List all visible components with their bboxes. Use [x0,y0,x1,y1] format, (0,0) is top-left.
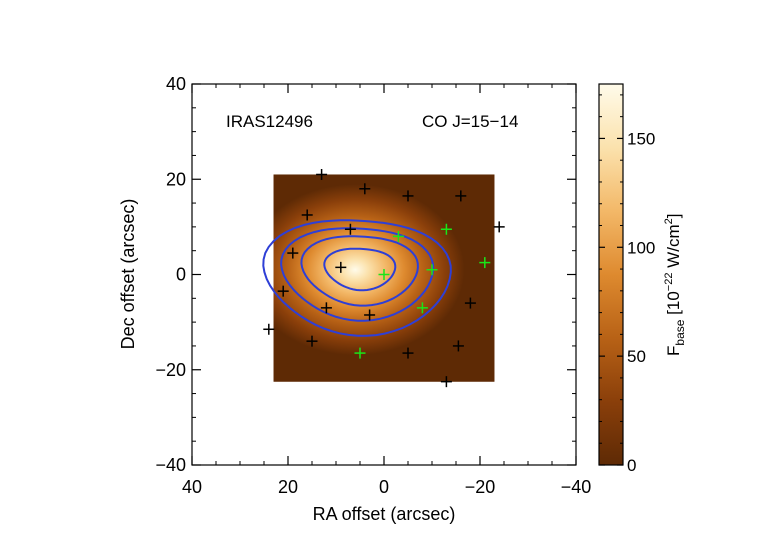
green-marker [440,223,452,235]
x-axis-title: RA offset (arcsec) [313,504,456,524]
colorbar-title-exp2: 2 [663,218,675,224]
colorbar-tick-label: 150 [627,129,655,148]
x-tick-label: 0 [379,477,389,497]
contour-level-2 [280,227,435,322]
black-marker [493,221,505,233]
x-tick-label: 20 [278,477,298,497]
green-marker [378,269,390,280]
colorbar-title-close: ] [664,214,683,219]
black-marker [301,209,313,221]
black-marker [316,168,328,180]
colorbar-tick-label: 100 [627,238,655,257]
black-marker [359,183,371,195]
black-marker [452,340,464,352]
green-marker [426,264,438,276]
black-marker [464,297,476,309]
y-tick-label: 20 [166,169,186,189]
black-marker [263,323,275,335]
y-tick-label: 40 [166,74,186,94]
colorbar-title-sub: base [673,319,687,345]
y-axis-title: Dec offset (arcsec) [118,199,138,350]
y-tick-label: 0 [176,265,186,285]
green-marker [479,257,491,269]
black-marker [287,247,299,259]
black-marker [402,347,414,359]
green-marker [416,302,428,314]
black-marker [440,376,452,388]
contour-level-3 [300,235,419,307]
contour-level-4 [323,247,397,292]
colorbar-tick-label: 0 [627,456,636,475]
x-tick-label: 40 [182,477,202,497]
green-marker [392,230,404,242]
colorbar-title: Fbase [10−22 W/cm2] [663,214,687,356]
colorbar-title-main: F [664,346,683,356]
colorbar-ticks: 0 50 100 150 [599,94,655,475]
colorbar-tick-label: 50 [627,347,646,366]
x-tick-label: −40 [561,477,592,497]
y-tick-label: −40 [155,455,186,475]
black-marker [455,190,467,202]
source-label: IRAS12496 [226,112,313,131]
colorbar-title-unit2: W/cm [664,224,683,272]
black-marker [364,309,376,321]
marker-group [263,168,505,388]
colorbar-title-exp: −22 [663,273,675,292]
black-marker [320,302,332,314]
black-marker [335,261,347,273]
colorbar [598,83,624,466]
colorbar-title-unit: [10 [664,291,683,319]
x-tick-label: −20 [465,477,496,497]
black-marker [344,223,356,235]
black-marker [277,285,289,297]
black-marker [402,190,414,202]
black-marker [306,335,318,347]
contour-group [262,219,452,337]
green-marker [354,347,366,359]
contour-level-1 [262,219,452,337]
y-tick-label: −20 [155,360,186,380]
line-label: CO J=15−14 [422,112,518,131]
